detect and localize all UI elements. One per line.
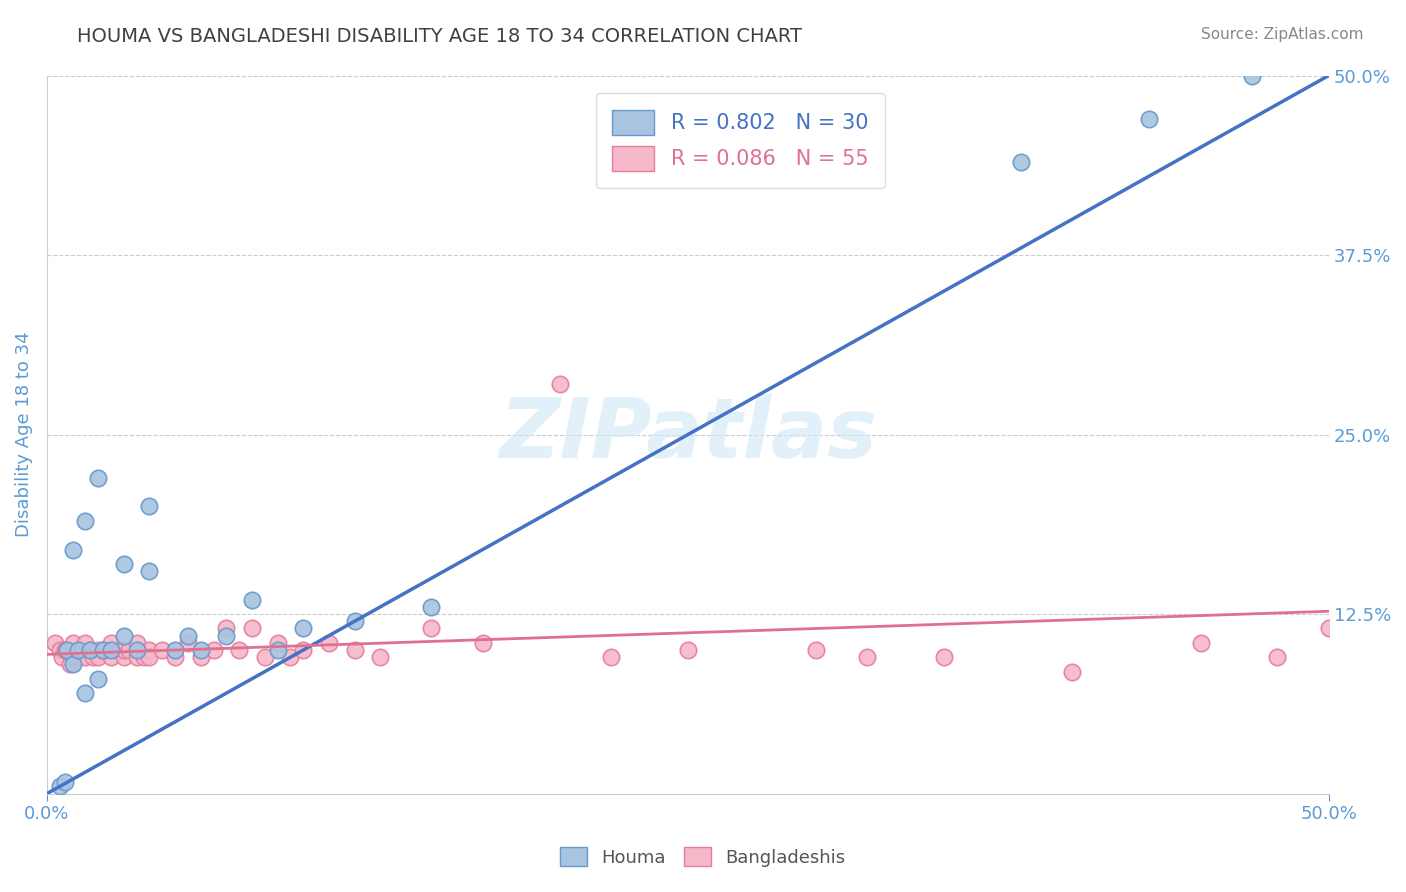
Point <box>91 643 114 657</box>
Point <box>44 636 66 650</box>
Point <box>62 542 84 557</box>
Point <box>420 599 443 614</box>
Point <box>1062 665 1084 679</box>
Point <box>112 650 135 665</box>
Point <box>62 650 84 665</box>
Point <box>165 643 187 657</box>
Point <box>150 643 173 657</box>
Point <box>125 643 148 657</box>
Point <box>62 657 84 672</box>
Point <box>107 643 129 657</box>
Point <box>1189 636 1212 650</box>
Point <box>138 564 160 578</box>
Point <box>1240 69 1263 83</box>
Point <box>125 650 148 665</box>
Point <box>1137 112 1160 126</box>
Point <box>292 622 315 636</box>
Point <box>59 657 82 672</box>
Point <box>48 780 70 794</box>
Point <box>56 643 79 657</box>
Point <box>228 643 250 657</box>
Point <box>266 643 288 657</box>
Point <box>215 622 238 636</box>
Point <box>69 643 91 657</box>
Point <box>75 650 97 665</box>
Point <box>75 686 97 700</box>
Point <box>87 650 110 665</box>
Point <box>202 643 225 657</box>
Point <box>138 643 160 657</box>
Point <box>75 514 97 528</box>
Point <box>112 557 135 571</box>
Point <box>100 650 122 665</box>
Point <box>66 643 89 657</box>
Point <box>91 643 114 657</box>
Point <box>318 636 340 650</box>
Y-axis label: Disability Age 18 to 34: Disability Age 18 to 34 <box>15 332 32 537</box>
Point <box>266 636 288 650</box>
Point <box>134 650 156 665</box>
Point <box>112 643 135 657</box>
Point <box>100 636 122 650</box>
Point <box>676 643 699 657</box>
Point <box>471 636 494 650</box>
Point <box>934 650 956 665</box>
Point <box>1010 154 1032 169</box>
Point <box>66 650 89 665</box>
Point <box>240 622 263 636</box>
Point <box>56 643 79 657</box>
Point <box>343 615 366 629</box>
Text: ZIPatlas: ZIPatlas <box>499 394 877 475</box>
Point <box>856 650 879 665</box>
Point <box>62 636 84 650</box>
Point <box>280 650 302 665</box>
Point <box>1267 650 1289 665</box>
Point <box>177 629 200 643</box>
Point <box>79 643 101 657</box>
Point <box>87 471 110 485</box>
Point <box>600 650 623 665</box>
Point <box>82 650 104 665</box>
Point <box>138 650 160 665</box>
Point <box>253 650 276 665</box>
Legend: Houma, Bangladeshis: Houma, Bangladeshis <box>553 840 853 874</box>
Point <box>87 672 110 686</box>
Point <box>368 650 391 665</box>
Legend: R = 0.802   N = 30, R = 0.086   N = 55: R = 0.802 N = 30, R = 0.086 N = 55 <box>596 93 884 187</box>
Point <box>100 643 122 657</box>
Point <box>292 643 315 657</box>
Point <box>190 650 212 665</box>
Text: Source: ZipAtlas.com: Source: ZipAtlas.com <box>1201 27 1364 42</box>
Point <box>804 643 827 657</box>
Point <box>75 636 97 650</box>
Point <box>165 650 187 665</box>
Point <box>548 377 571 392</box>
Point <box>215 629 238 643</box>
Point <box>343 643 366 657</box>
Point <box>420 622 443 636</box>
Point <box>51 650 73 665</box>
Text: HOUMA VS BANGLADESHI DISABILITY AGE 18 TO 34 CORRELATION CHART: HOUMA VS BANGLADESHI DISABILITY AGE 18 T… <box>77 27 803 45</box>
Point <box>53 643 76 657</box>
Point <box>190 643 212 657</box>
Point <box>138 500 160 514</box>
Point <box>118 643 141 657</box>
Point <box>1317 622 1340 636</box>
Point <box>53 775 76 789</box>
Point <box>87 643 110 657</box>
Point <box>240 592 263 607</box>
Point <box>112 629 135 643</box>
Point <box>48 643 70 657</box>
Point <box>79 643 101 657</box>
Point <box>177 636 200 650</box>
Point <box>125 636 148 650</box>
